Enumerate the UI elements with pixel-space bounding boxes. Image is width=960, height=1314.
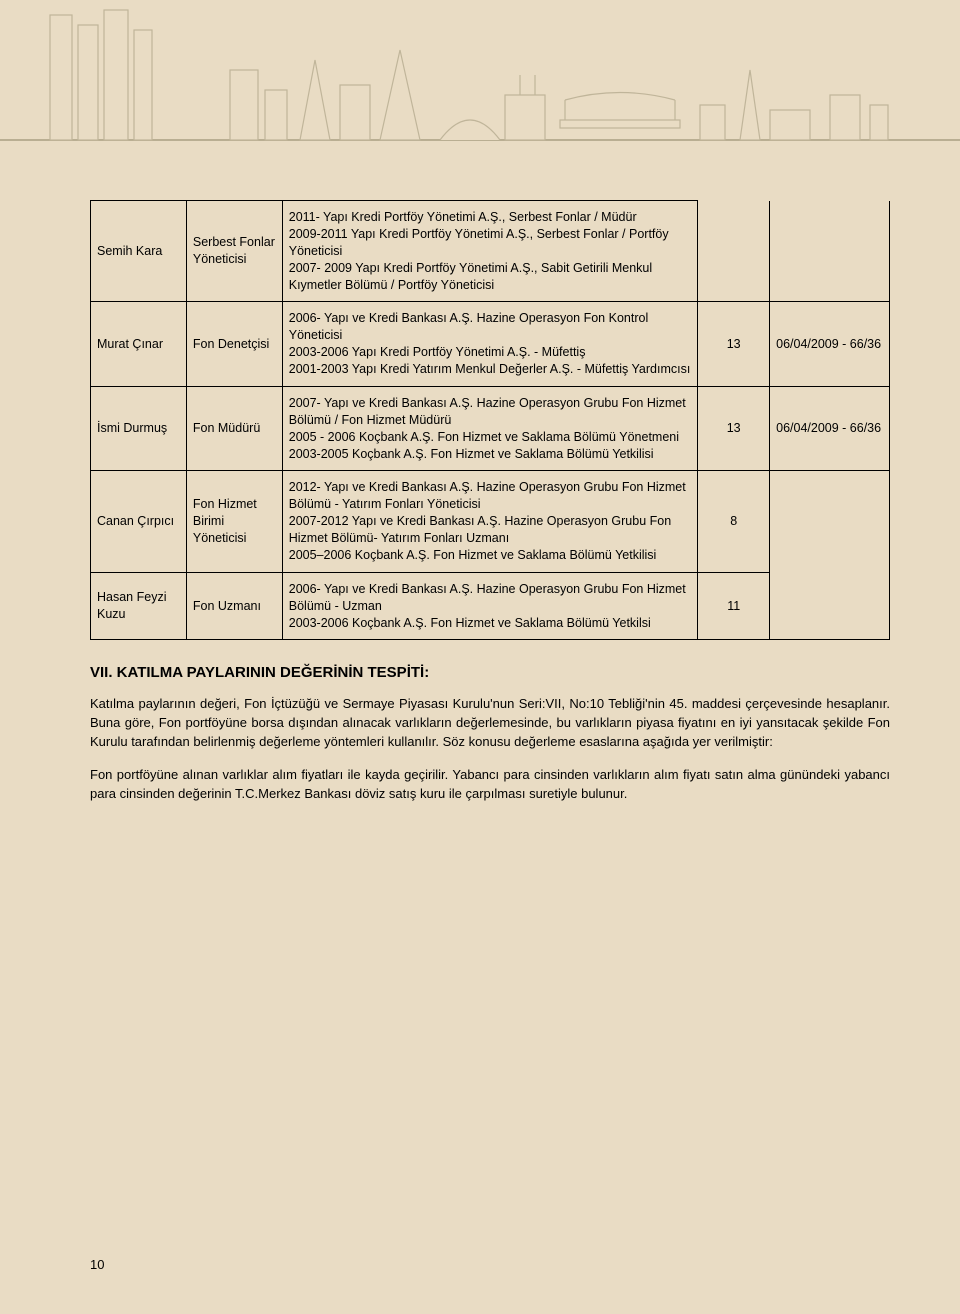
cell-role: Fon Uzmanı: [186, 572, 282, 640]
body-paragraph: Fon portföyüne alınan varlıklar alım fiy…: [90, 766, 890, 804]
cell-years: 11: [698, 572, 770, 640]
cell-years: 8: [698, 471, 770, 572]
cell-name: Semih Kara: [91, 201, 187, 302]
cell-date: [770, 201, 890, 302]
table-row: Semih Kara Serbest Fonlar Yöneticisi 201…: [91, 201, 890, 302]
cell-name: Canan Çırpıcı: [91, 471, 187, 572]
cell-exp: 2006- Yapı ve Kredi Bankası A.Ş. Hazine …: [282, 302, 697, 387]
page-number: 10: [90, 1257, 104, 1272]
cell-exp: 2012- Yapı ve Kredi Bankası A.Ş. Hazine …: [282, 471, 697, 572]
cell-exp: 2011- Yapı Kredi Portföy Yönetimi A.Ş., …: [282, 201, 697, 302]
cell-role: Serbest Fonlar Yöneticisi: [186, 201, 282, 302]
cell-years: 13: [698, 386, 770, 471]
cell-exp: 2006- Yapı ve Kredi Bankası A.Ş. Hazine …: [282, 572, 697, 640]
skyline-illustration: [0, 0, 960, 170]
cell-exp: 2007- Yapı ve Kredi Bankası A.Ş. Hazine …: [282, 386, 697, 471]
section-title: VII. KATILMA PAYLARININ DEĞERİNİN TESPİT…: [90, 664, 890, 681]
cell-date: 06/04/2009 - 66/36: [770, 386, 890, 471]
body-paragraph: Katılma paylarının değeri, Fon İçtüzüğü …: [90, 695, 890, 752]
cell-role: Fon Hizmet Birimi Yöneticisi: [186, 471, 282, 572]
table-row: Canan Çırpıcı Fon Hizmet Birimi Yönetici…: [91, 471, 890, 572]
cell-role: Fon Denetçisi: [186, 302, 282, 387]
table-row: Hasan Feyzi Kuzu Fon Uzmanı 2006- Yapı v…: [91, 572, 890, 640]
cell-name: Hasan Feyzi Kuzu: [91, 572, 187, 640]
cell-years: 13: [698, 302, 770, 387]
cell-date: [770, 572, 890, 640]
page-content: Semih Kara Serbest Fonlar Yöneticisi 201…: [90, 200, 890, 818]
table-row: Murat Çınar Fon Denetçisi 2006- Yapı ve …: [91, 302, 890, 387]
cell-date: 06/04/2009 - 66/36: [770, 302, 890, 387]
cell-years: [698, 201, 770, 302]
cell-name: Murat Çınar: [91, 302, 187, 387]
personnel-table: Semih Kara Serbest Fonlar Yöneticisi 201…: [90, 200, 890, 640]
cell-name: İsmi Durmuş: [91, 386, 187, 471]
cell-role: Fon Müdürü: [186, 386, 282, 471]
table-row: İsmi Durmuş Fon Müdürü 2007- Yapı ve Kre…: [91, 386, 890, 471]
cell-date: [770, 471, 890, 572]
